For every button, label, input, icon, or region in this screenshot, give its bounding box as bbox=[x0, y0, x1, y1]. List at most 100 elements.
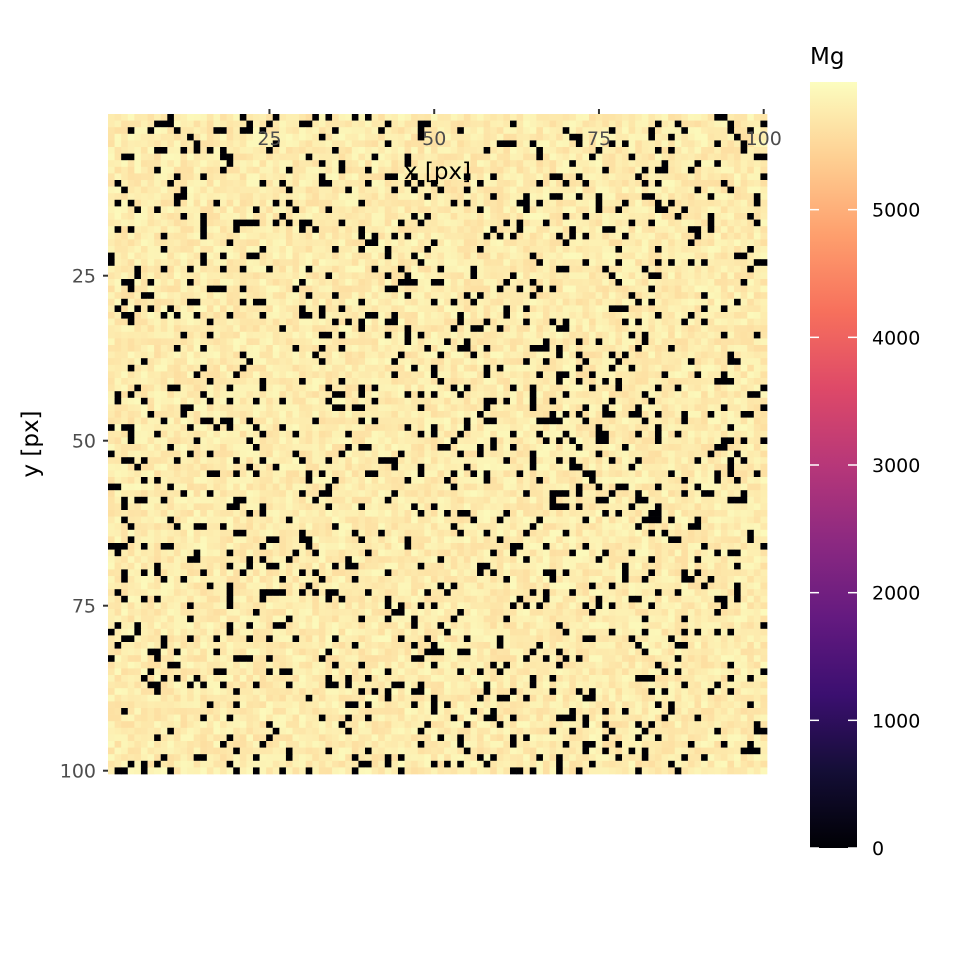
heatmap-cell bbox=[318, 312, 326, 319]
heatmap-cell bbox=[694, 147, 702, 154]
heatmap-cell bbox=[707, 318, 715, 326]
heatmap-cell bbox=[239, 120, 247, 128]
heatmap-cell bbox=[760, 305, 768, 313]
heatmap-cell bbox=[417, 259, 425, 267]
heatmap-cell bbox=[417, 246, 425, 253]
heatmap-cell bbox=[404, 193, 412, 201]
heatmap-cell bbox=[108, 384, 115, 392]
heatmap-cell bbox=[668, 232, 676, 240]
heatmap-cell bbox=[661, 371, 669, 379]
heatmap-cell bbox=[417, 114, 425, 121]
heatmap-cell bbox=[279, 430, 287, 438]
heatmap-cell bbox=[167, 114, 175, 121]
heatmap-cell bbox=[338, 404, 346, 412]
heatmap-cell bbox=[628, 206, 636, 214]
heatmap-cell bbox=[167, 312, 175, 319]
heatmap-cell bbox=[701, 153, 709, 161]
heatmap-cell bbox=[345, 173, 353, 181]
heatmap-cell bbox=[556, 160, 564, 168]
heatmap-cell bbox=[252, 232, 260, 240]
heatmap-cell bbox=[285, 404, 293, 412]
heatmap-cell bbox=[266, 239, 274, 247]
heatmap-cell bbox=[285, 384, 293, 392]
heatmap-cell bbox=[516, 351, 524, 359]
heatmap-cell bbox=[720, 127, 728, 135]
heatmap-cell bbox=[338, 292, 346, 300]
heatmap-cell bbox=[523, 213, 531, 220]
heatmap-cell bbox=[292, 331, 300, 339]
heatmap-cell bbox=[246, 305, 254, 313]
heatmap-cell bbox=[437, 305, 445, 313]
heatmap-cell bbox=[549, 246, 557, 253]
heatmap-cell bbox=[496, 351, 504, 359]
heatmap-cell bbox=[365, 430, 372, 438]
heatmap-cell bbox=[167, 351, 175, 359]
heatmap-cell bbox=[259, 180, 267, 187]
heatmap-cell bbox=[457, 364, 465, 372]
heatmap-cell bbox=[140, 259, 148, 267]
heatmap-cell bbox=[569, 279, 577, 286]
heatmap-cell bbox=[727, 424, 735, 432]
heatmap-cell bbox=[193, 305, 201, 313]
heatmap-cell bbox=[727, 120, 735, 128]
heatmap-cell bbox=[187, 384, 195, 392]
heatmap-cell bbox=[628, 391, 636, 399]
heatmap-cell bbox=[140, 437, 148, 445]
heatmap-cell bbox=[397, 411, 405, 418]
heatmap-cell bbox=[523, 219, 531, 227]
heatmap-cell bbox=[562, 199, 570, 207]
heatmap-cell bbox=[338, 318, 346, 326]
heatmap-cell bbox=[226, 140, 234, 148]
heatmap-cell bbox=[542, 226, 550, 234]
heatmap-cell bbox=[542, 265, 550, 273]
heatmap-cell bbox=[582, 173, 590, 181]
heatmap-cell bbox=[562, 305, 570, 313]
heatmap-cell bbox=[628, 140, 636, 148]
heatmap-cell bbox=[622, 173, 629, 181]
heatmap-cell bbox=[167, 226, 175, 234]
heatmap-cell bbox=[140, 279, 148, 286]
heatmap-cell bbox=[180, 325, 188, 333]
heatmap-cell bbox=[542, 114, 550, 121]
heatmap-cell bbox=[378, 430, 386, 438]
heatmap-cell bbox=[477, 199, 484, 207]
heatmap-cell bbox=[246, 206, 254, 214]
heatmap-cell bbox=[318, 272, 326, 280]
heatmap-cell bbox=[444, 114, 452, 121]
heatmap-cell bbox=[503, 180, 511, 187]
heatmap-cell bbox=[444, 140, 452, 148]
heatmap-cell bbox=[589, 153, 597, 161]
heatmap-cell bbox=[417, 411, 425, 418]
heatmap-cell bbox=[259, 133, 267, 141]
heatmap-cell bbox=[674, 173, 682, 181]
heatmap-cell bbox=[582, 120, 590, 128]
heatmap-cell bbox=[720, 318, 728, 326]
heatmap-cell bbox=[674, 120, 682, 128]
heatmap-cell bbox=[180, 411, 188, 418]
heatmap-cell bbox=[200, 358, 208, 366]
heatmap-cell bbox=[450, 193, 458, 201]
heatmap-cell bbox=[622, 226, 629, 234]
heatmap-cell bbox=[292, 206, 300, 214]
heatmap-cell bbox=[615, 239, 623, 247]
heatmap-cell bbox=[193, 193, 201, 201]
heatmap-cell bbox=[272, 232, 280, 240]
heatmap-cell bbox=[114, 193, 122, 201]
heatmap-cell bbox=[259, 424, 267, 432]
heatmap-cell bbox=[312, 173, 320, 181]
heatmap-cell bbox=[259, 437, 267, 445]
heatmap-cell bbox=[753, 272, 761, 280]
heatmap-cell bbox=[674, 265, 682, 273]
heatmap-cell bbox=[562, 411, 570, 418]
heatmap-cell bbox=[503, 424, 511, 432]
heatmap-cell bbox=[187, 364, 195, 372]
heatmap-cell bbox=[622, 404, 629, 412]
heatmap-cell bbox=[417, 173, 425, 181]
heatmap-cell bbox=[477, 232, 484, 240]
heatmap-cell bbox=[338, 133, 346, 141]
heatmap-cell bbox=[674, 180, 682, 187]
heatmap-cell bbox=[674, 213, 682, 220]
heatmap-cell bbox=[740, 404, 748, 412]
heatmap-cell bbox=[503, 246, 511, 253]
heatmap-cell bbox=[233, 285, 241, 293]
